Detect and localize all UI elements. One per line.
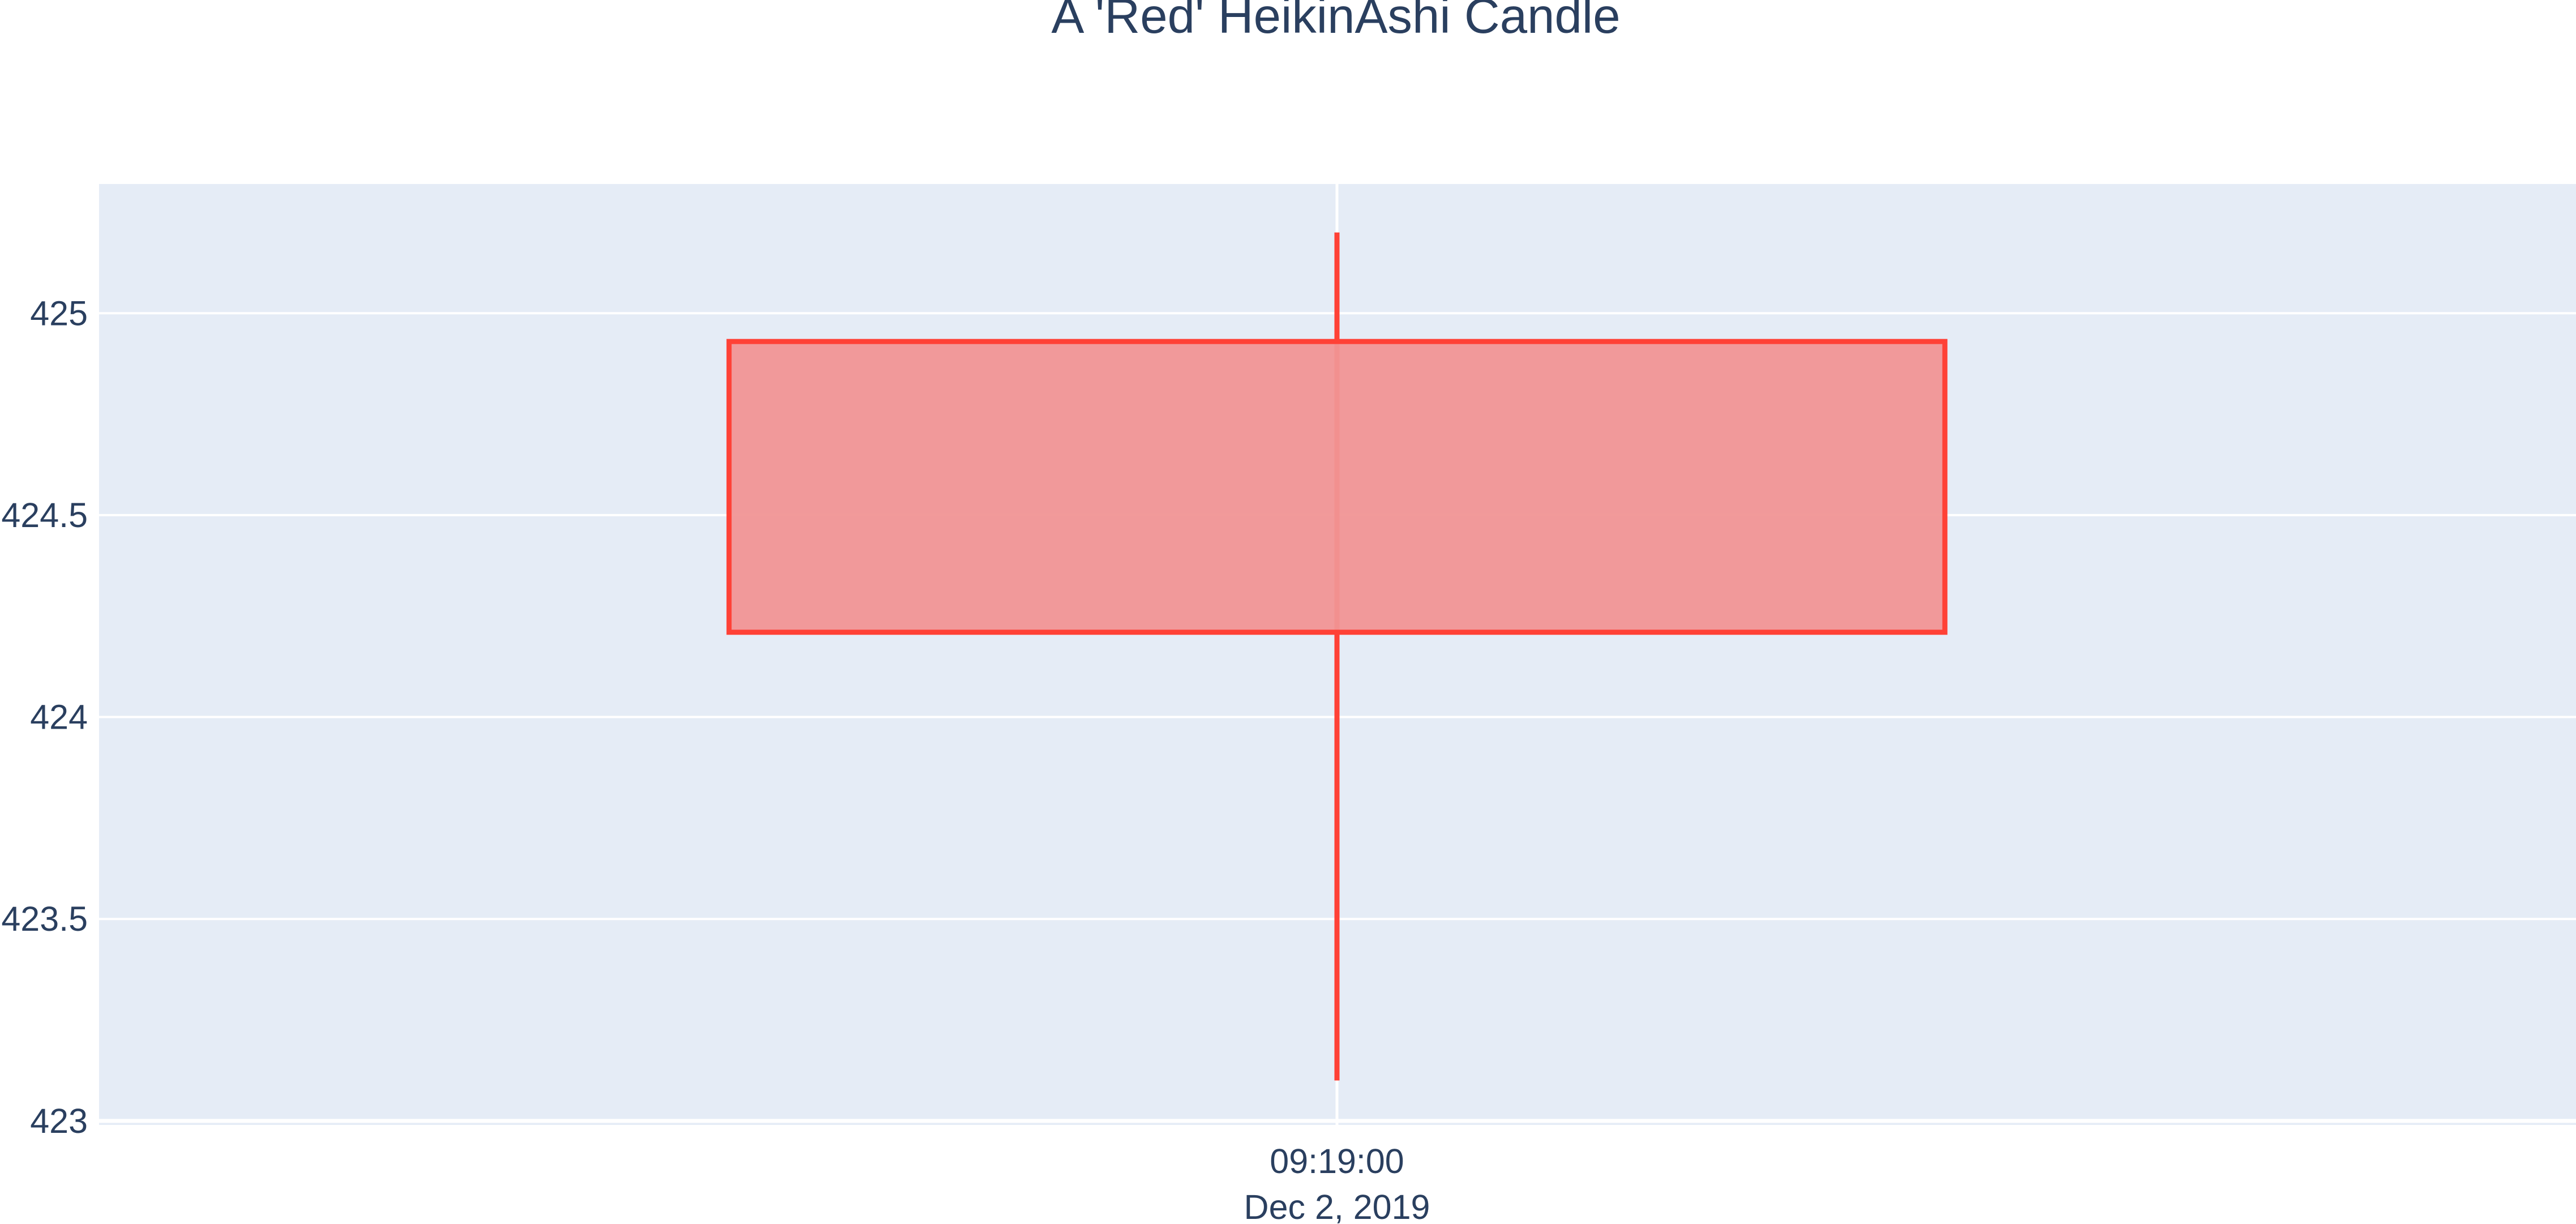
x-tick-time: 09:19:00 [1270, 1142, 1404, 1180]
y-tick-label: 425 [30, 294, 88, 332]
y-tick-labels: 423 423.5 424 424.5 425 [1, 294, 88, 1140]
y-tick-label: 423.5 [1, 900, 88, 938]
chart-title: A 'Red' HeikinAshi Candle [1051, 0, 1620, 44]
y-tick-label: 423 [30, 1102, 88, 1140]
y-tick-label: 424 [30, 698, 88, 737]
x-tick-date: Dec 2, 2019 [1244, 1188, 1430, 1224]
candle-body [726, 339, 1948, 635]
candles [726, 232, 1948, 1081]
y-tick-label: 424.5 [1, 496, 88, 534]
candle [726, 232, 1948, 1081]
